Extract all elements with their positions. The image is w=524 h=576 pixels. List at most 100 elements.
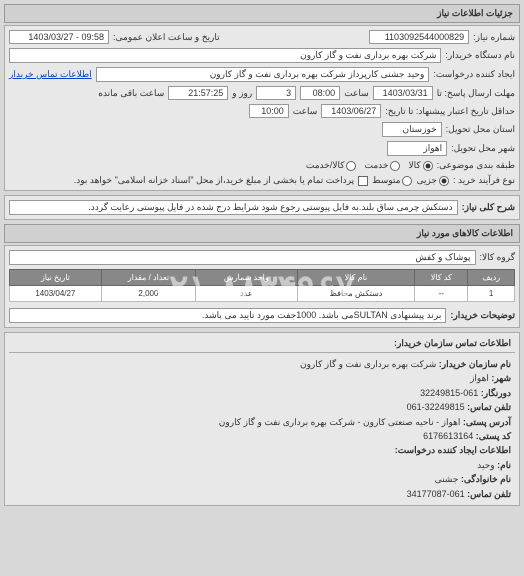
remaining-time-field: 21:57:25 [168, 86, 228, 100]
medium-radio-dot [402, 176, 412, 186]
td-name: دستکش محافظ [297, 286, 415, 302]
goods-radio-label: کالا [408, 160, 420, 171]
main-title-label: شرح کلی نیاز: [462, 202, 515, 213]
medium-radio-label: متوسط [372, 175, 400, 186]
row-province: استان محل تحویل: خوزستان [9, 120, 515, 139]
th-date: تاریخ نیاز [10, 270, 102, 286]
minor-radio[interactable]: جزیی [416, 175, 449, 186]
number-label: شماره نیاز: [473, 32, 515, 43]
city-label: شهر محل تحویل: [451, 143, 515, 154]
main-container: ۰۲۱-۸۸۳۴۹۶۷۰ جزئیات اطلاعات نیاز شماره ن… [0, 0, 524, 576]
row-number: شماره نیاز: 1103092544000829 تاریخ و ساع… [9, 28, 515, 46]
goods-radio[interactable]: کالا [408, 160, 432, 171]
group-field: پوشاک و کفش [9, 250, 476, 265]
minor-radio-dot [439, 176, 449, 186]
contact-link[interactable]: اطلاعات تماس خریدار [9, 69, 92, 80]
table-row: 1 -- دستکش محافظ عدد 2,000 1403/04/27 [10, 286, 515, 302]
postal-label: کد پستی: [476, 431, 511, 441]
td-row: 1 [468, 286, 515, 302]
table-header-row: ردیف کد کالا نام کالا واحد شمارش تعداد /… [10, 270, 515, 286]
td-unit: عدد [196, 286, 297, 302]
requester-label: ایجاد کننده درخواست: [433, 69, 515, 80]
group-label: گروه کالا: [480, 252, 515, 263]
row-city: شهر محل تحویل: اهواز [9, 139, 515, 158]
th-qty: تعداد / مقدار [101, 270, 195, 286]
addr-value: اهواز - ناحیه صنعتی کارون - شرکت بهره بر… [219, 417, 461, 427]
contact-header: اطلاعات تماس سازمان خریدار: [9, 335, 515, 353]
name-label: نام: [497, 460, 511, 470]
goods-info-header: اطلاعات کالاهای مورد نیاز [4, 224, 520, 243]
goods-panel: گروه کالا: پوشاک و کفش ردیف کد کالا نام … [4, 245, 520, 328]
payment-checkbox[interactable] [358, 176, 368, 186]
validity-date-field: 1403/06/27 [321, 104, 381, 118]
city-field: اهواز [387, 141, 447, 156]
goods-service-radio-label: کالا/خدمت [306, 160, 345, 171]
fax-label: تلفن تماس: [467, 402, 511, 412]
th-name: نام کالا [297, 270, 415, 286]
row-requester: ایجاد کننده درخواست: وحید جشنی کارپرداز … [9, 65, 515, 84]
td-qty: 2,000 [101, 286, 195, 302]
buyer-device-label: نام دستگاه خریدار: [445, 50, 515, 61]
page-header: جزئیات اطلاعات نیاز [4, 4, 520, 23]
main-title-field: دستکش چرمی ساق بلند.به فایل پیوستی رجوع … [9, 200, 458, 215]
goods-service-radio[interactable]: کالا/خدمت [306, 160, 357, 171]
th-code: کد کالا [415, 270, 468, 286]
days-label: روز و [232, 88, 252, 99]
requester-field: وحید جشنی کارپرداز شرکت بهره برداری نفت … [96, 67, 430, 82]
notes-field: برند پیشنهادی SULTANمی باشد. 1000جفت مور… [9, 308, 446, 323]
buyer-device-field: شرکت بهره برداری نفت و گاز کارون [9, 48, 441, 63]
days-field: 3 [256, 86, 296, 100]
contact-city-value: اهواز [470, 373, 489, 383]
validity-time-field: 10:00 [249, 104, 289, 118]
medium-radio[interactable]: متوسط [372, 175, 412, 186]
contact-city-label: شهر: [491, 373, 511, 383]
remaining-label: ساعت باقی مانده [98, 88, 164, 99]
row-main-title: شرح کلی نیاز: دستکش چرمی ساق بلند.به فای… [9, 198, 515, 217]
public-date-field: 09:58 - 1403/03/27 [9, 30, 109, 44]
deadline-label: مهلت ارسال پاسخ: تا [437, 88, 515, 99]
deadline-date-field: 1403/03/31 [373, 86, 433, 100]
goods-radio-dot [423, 161, 433, 171]
service-radio-dot [390, 161, 400, 171]
postal-value: 6176613164 [423, 431, 473, 441]
addr-label: آدرس پستی: [463, 417, 511, 427]
row-process: نوع فرآیند خرید : جزیی متوسط پرداخت تمام… [9, 173, 515, 188]
requester-header: اطلاعات ایجاد کننده درخواست: [13, 443, 511, 457]
row-group: گروه کالا: پوشاک و کفش [9, 248, 515, 267]
contact-panel: اطلاعات تماس سازمان خریدار: نام سازمان خ… [4, 332, 520, 506]
service-radio-label: خدمت [364, 160, 388, 171]
tel-value: 061-32249815 [420, 388, 478, 398]
fax-value: 32249815-061 [407, 402, 465, 412]
family-label: نام خانوادگی: [461, 474, 511, 484]
phone-value: 061-34177087 [407, 489, 465, 499]
name-value: وحید [477, 460, 494, 470]
td-date: 1403/04/27 [10, 286, 102, 302]
public-date-label: تاریخ و ساعت اعلان عمومی: [113, 32, 220, 43]
minor-radio-label: جزیی [416, 175, 437, 186]
service-radio[interactable]: خدمت [364, 160, 400, 171]
info-panel: شماره نیاز: 1103092544000829 تاریخ و ساع… [4, 25, 520, 191]
province-label: استان محل تحویل: [446, 124, 515, 135]
td-code: -- [415, 286, 468, 302]
time-label-1: ساعت [344, 88, 369, 99]
phone-label: تلفن تماس: [467, 489, 511, 499]
row-buyer-device: نام دستگاه خریدار: شرکت بهره برداری نفت … [9, 46, 515, 65]
time-label-2: ساعت [293, 106, 318, 117]
deadline-time-field: 08:00 [300, 86, 340, 100]
payment-note: پرداخت تمام یا بخشی از مبلغ خرید،از محل … [74, 175, 354, 186]
contact-block: نام سازمان خریدار: شرکت بهره برداری نفت … [9, 355, 515, 503]
th-row: ردیف [468, 270, 515, 286]
budget-label: طبقه بندی موضوعی: [437, 160, 515, 171]
goods-table: ردیف کد کالا نام کالا واحد شمارش تعداد /… [9, 269, 515, 302]
row-notes: توضیحات خریدار: برند پیشنهادی SULTANمی ب… [9, 306, 515, 325]
number-field: 1103092544000829 [369, 30, 469, 44]
main-desc-panel: شرح کلی نیاز: دستکش چرمی ساق بلند.به فای… [4, 195, 520, 220]
row-deadline: مهلت ارسال پاسخ: تا 1403/03/31 ساعت 08:0… [9, 84, 515, 102]
budget-radio-group: کالا خدمت کالا/خدمت [306, 160, 433, 171]
notes-label: توضیحات خریدار: [450, 310, 515, 321]
family-value: جشنی [435, 474, 459, 484]
province-field: خوزستان [382, 122, 442, 137]
org-label: نام سازمان خریدار: [439, 359, 511, 369]
row-budget: طبقه بندی موضوعی: کالا خدمت کالا/خدمت [9, 158, 515, 173]
validity-label: حداقل تاریخ اعتبار پیشنهاد: تا تاریخ: [385, 106, 515, 117]
